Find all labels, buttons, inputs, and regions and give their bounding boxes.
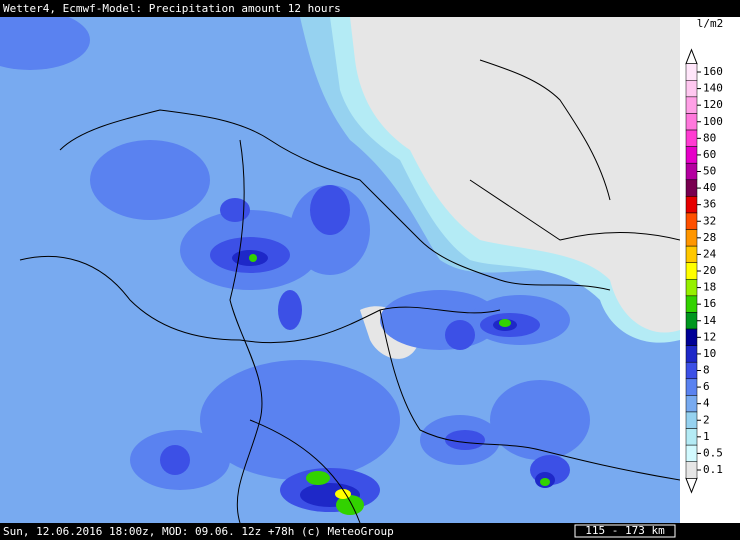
legend-label: 14: [703, 314, 717, 327]
legend-swatch: [685, 295, 698, 313]
legend-label: 160: [703, 65, 723, 78]
legend-swatch: [685, 245, 698, 263]
legend-swatch: [685, 63, 698, 81]
legend-swatch: [685, 345, 698, 363]
legend-swatch: [685, 229, 698, 247]
legend-label: 100: [703, 115, 723, 128]
legend-label: 80: [703, 131, 716, 144]
legend-label: 0.1: [703, 463, 723, 476]
legend-label: 20: [703, 264, 716, 277]
map: [0, 17, 680, 523]
legend-swatch: [685, 428, 698, 446]
legend-swatch: [685, 146, 698, 164]
legend-label: 6: [703, 380, 710, 393]
legend-swatch: [685, 279, 698, 297]
legend-swatch: [685, 162, 698, 181]
legend-swatch: [685, 80, 698, 98]
legend-label: 28: [703, 231, 716, 244]
legend-label: 60: [703, 148, 716, 161]
map-title: Wetter4, Ecmwf-Model: Precipitation amou…: [3, 2, 341, 15]
legend-swatch: [685, 378, 698, 396]
legend-label: 32: [703, 214, 716, 227]
legend-label: 12: [703, 330, 716, 343]
legend-label: 4: [703, 397, 710, 410]
legend-label: 40: [703, 181, 716, 194]
legend-swatch: [685, 395, 698, 413]
legend-swatch: [685, 196, 698, 214]
legend-swatch: [685, 262, 698, 280]
legend-swatch: [685, 411, 698, 429]
legend-swatch: [685, 312, 698, 330]
legend-label: 1: [703, 430, 710, 443]
legend-label: 2: [703, 413, 710, 426]
legend-label: 18: [703, 281, 716, 294]
legend-swatch: [685, 361, 698, 380]
scale-text: 115 - 173 km: [585, 524, 665, 537]
legend-label: 10: [703, 347, 716, 360]
footer-bar: [0, 523, 740, 540]
legend-label: 50: [703, 165, 716, 178]
legend-label: 120: [703, 98, 723, 111]
legend-swatch: [685, 212, 698, 230]
legend-label: 24: [703, 247, 717, 260]
legend-swatch: [685, 328, 698, 346]
legend-swatch: [685, 179, 698, 197]
legend-swatch: [685, 461, 698, 479]
legend-unit: l/m2: [697, 17, 724, 30]
legend-label: 8: [703, 364, 710, 377]
legend-label: 140: [703, 82, 723, 95]
legend-label: 16: [703, 297, 716, 310]
title-bar: [0, 0, 740, 17]
footer-text: Sun, 12.06.2016 18:00z, MOD: 09.06. 12z …: [3, 525, 394, 538]
legend-label: 36: [703, 198, 716, 211]
legend: 1601401201008060504036322824201816141210…: [685, 48, 723, 494]
legend-swatch: [685, 129, 698, 147]
legend-swatch: [685, 444, 698, 462]
legend-label: 0.5: [703, 446, 723, 459]
legend-swatch: [685, 96, 698, 114]
scale-box: [574, 524, 676, 538]
legend-swatch: [685, 113, 698, 131]
